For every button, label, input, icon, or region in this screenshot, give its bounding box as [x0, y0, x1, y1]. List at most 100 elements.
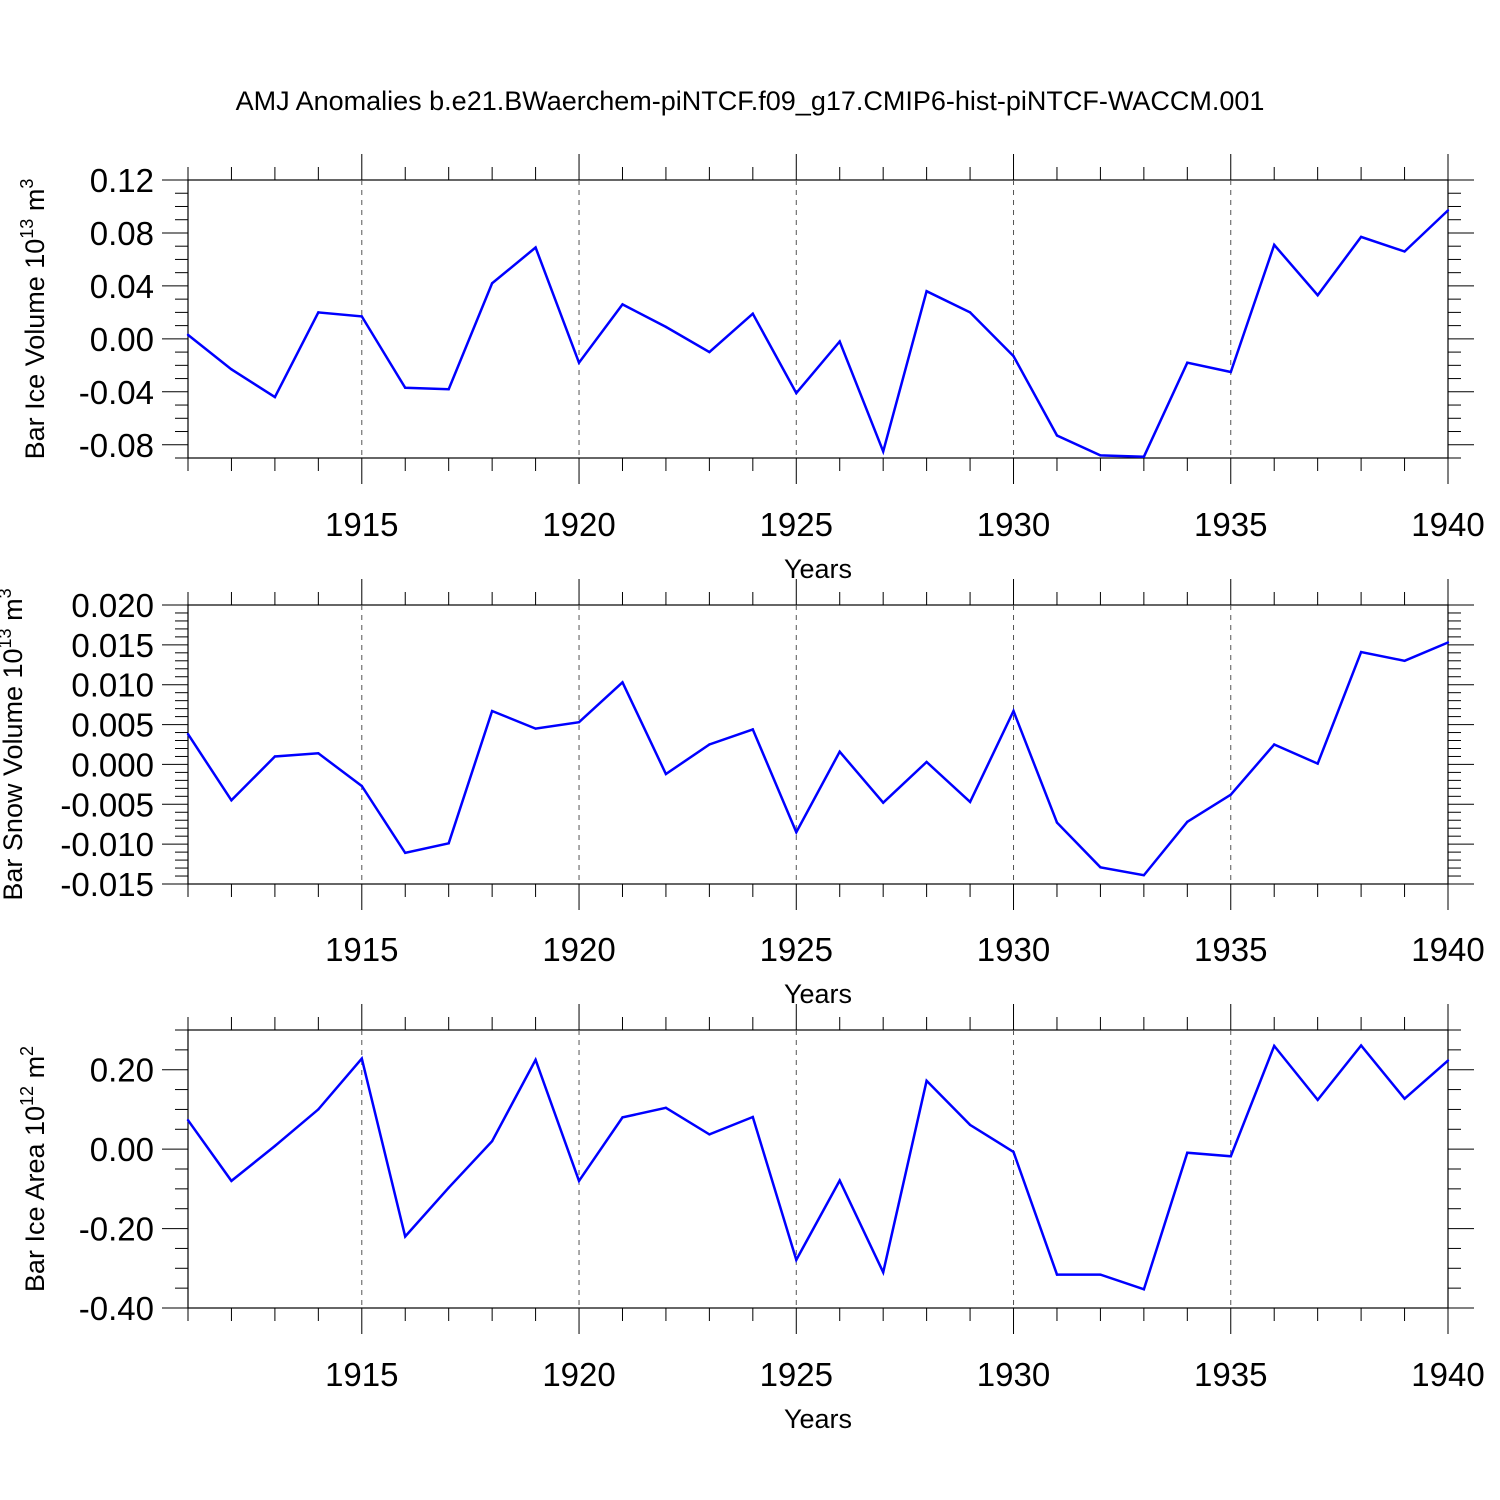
data-point: [664, 772, 668, 776]
y-tick-label: -0.04: [79, 374, 154, 411]
x-tick-label: 1935: [1194, 931, 1267, 968]
y-tick-label: -0.005: [60, 786, 154, 823]
x-tick-label: 1935: [1194, 506, 1267, 543]
data-point: [621, 1116, 624, 1119]
data-point: [1273, 243, 1276, 247]
y-tick-label: 0.020: [71, 587, 154, 624]
data-point: [1012, 709, 1015, 713]
plot-frame: [187, 1029, 1449, 1309]
plot-frame: [187, 179, 1449, 459]
y-tick-label: 0.08: [90, 215, 154, 252]
data-point: [317, 311, 320, 314]
y-tick-label: 0.04: [90, 268, 154, 305]
x-tick-label: 1925: [760, 931, 833, 968]
data-point: [230, 1179, 233, 1183]
y-axis-label-exp: 13: [17, 219, 37, 239]
x-tick-label: 1915: [325, 506, 398, 543]
data-point: [1055, 821, 1059, 824]
y-tick-label: 0.20: [90, 1052, 154, 1089]
x-tick-label: 1930: [977, 931, 1050, 968]
y-axis-label: Bar Snow Volume 1013 m3: [0, 588, 28, 900]
data-point: [1273, 1044, 1276, 1048]
data-point: [621, 303, 624, 306]
y-axis-label-text: Bar Snow Volume 10: [0, 648, 28, 900]
y-axis-label-unit-exp: 3: [0, 588, 15, 598]
y-axis-label-unit: m: [20, 189, 50, 219]
data-point: [360, 1057, 363, 1060]
data-point: [881, 1271, 885, 1274]
data-point: [968, 311, 972, 314]
data-point: [490, 282, 494, 285]
data-point: [1316, 762, 1319, 765]
y-tick-label: -0.08: [79, 427, 154, 464]
data-point: [230, 368, 233, 371]
data-point: [881, 450, 885, 453]
data-point: [1273, 743, 1276, 746]
y-tick-label: 0.12: [90, 162, 154, 199]
y-tick-label: -0.40: [79, 1290, 154, 1327]
series-line: [187, 209, 1449, 458]
y-axis-label-text: Bar Ice Volume 10: [20, 239, 50, 460]
data-point: [577, 1179, 581, 1183]
data-point: [360, 784, 363, 788]
x-tick-label: 1930: [977, 506, 1050, 543]
data-point: [1446, 641, 1450, 644]
data-point: [447, 387, 450, 391]
data-point: [230, 799, 233, 802]
data-point: [925, 290, 928, 293]
chart-panel-3: -0.40 -0.20 0.00 0.20 1915 1920 1925 1930 1935 19…: [17, 1004, 1485, 1434]
data-point: [1099, 866, 1102, 869]
data-point: [186, 732, 190, 736]
x-tick-label: 1915: [325, 931, 398, 968]
data-point: [577, 361, 581, 364]
data-point: [925, 1079, 928, 1083]
data-point: [1186, 1151, 1189, 1154]
data-point: [1142, 1288, 1146, 1291]
data-point: [447, 1186, 450, 1189]
y-tick-label: -0.010: [60, 826, 154, 863]
data-point: [273, 1144, 277, 1148]
x-tick-label: 1920: [542, 931, 615, 968]
data-point: [404, 1235, 407, 1238]
x-tick-label: 1940: [1411, 1356, 1484, 1393]
x-axis-label: Years: [784, 979, 852, 1009]
plot-frame: [187, 604, 1449, 885]
data-point: [1359, 235, 1363, 239]
y-tick-label: 0.005: [71, 707, 154, 744]
data-point: [273, 755, 277, 758]
data-point: [534, 727, 537, 730]
y-axis-label-unit-exp: 3: [17, 179, 37, 189]
data-point: [317, 1108, 320, 1111]
data-point: [1316, 1098, 1319, 1102]
x-tick-label: 1935: [1194, 1356, 1267, 1393]
data-point: [1012, 354, 1015, 358]
data-point: [795, 391, 798, 395]
data-point: [621, 681, 624, 684]
x-tick-label: 1925: [760, 1356, 833, 1393]
data-point: [881, 801, 885, 804]
data-point: [664, 325, 668, 329]
data-point: [1403, 1097, 1406, 1100]
data-point: [404, 851, 407, 855]
data-point: [1099, 454, 1102, 457]
data-point: [751, 312, 755, 315]
data-point: [925, 760, 928, 764]
data-point: [404, 386, 407, 390]
data-point: [1229, 793, 1232, 796]
data-point: [1055, 434, 1059, 437]
data-point: [490, 709, 494, 713]
data-point: [968, 1123, 972, 1127]
y-tick-label: -0.015: [60, 866, 154, 903]
data-point: [708, 1133, 711, 1136]
data-point: [751, 728, 755, 731]
chart-title: AMJ Anomalies b.e21.BWaerchem-piNTCF.f09…: [235, 86, 1265, 116]
data-point: [186, 1118, 190, 1122]
data-point: [1403, 250, 1406, 253]
data-point: [1142, 874, 1146, 877]
y-tick-label: 0.015: [71, 627, 154, 664]
data-point: [447, 842, 450, 845]
x-axis-label: Years: [784, 1404, 852, 1434]
data-point: [1316, 293, 1319, 297]
data-point: [534, 246, 537, 249]
